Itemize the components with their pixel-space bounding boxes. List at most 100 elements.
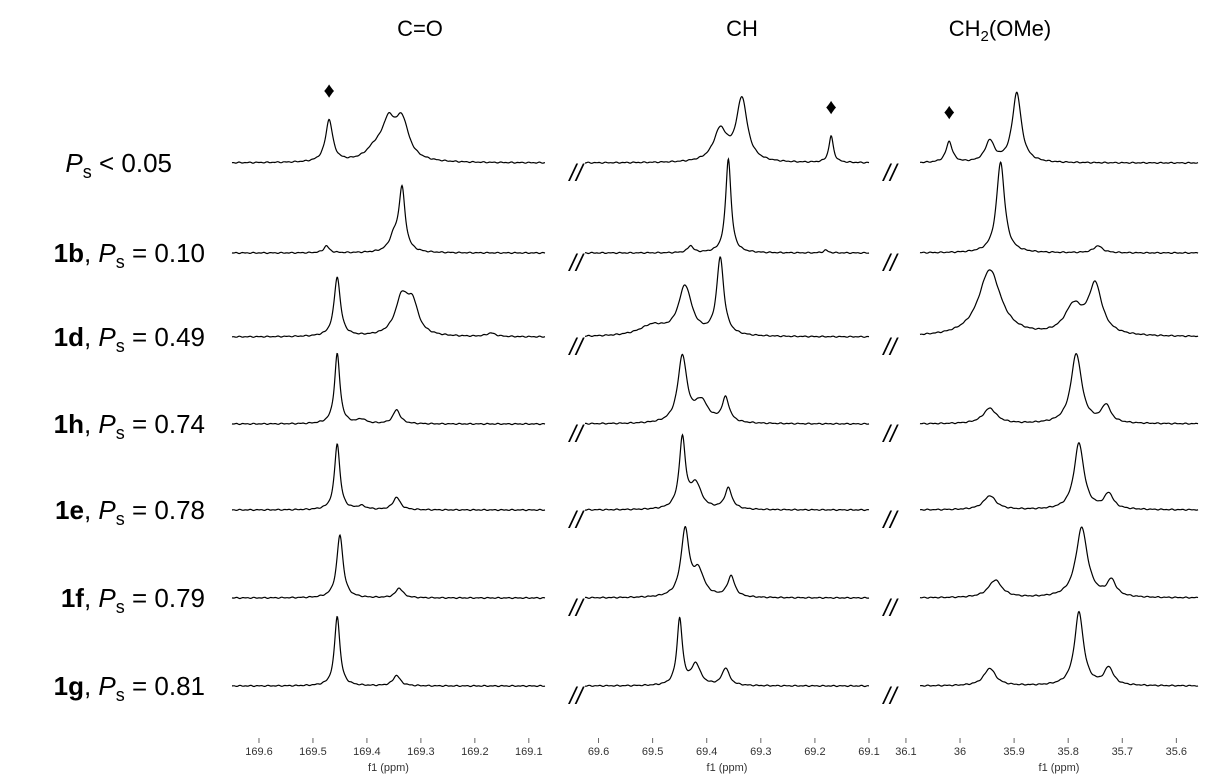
spectrum [919, 526, 1199, 599]
relation: = 0.78 [125, 495, 205, 525]
variable: P [98, 671, 116, 701]
subscript: s [83, 162, 92, 182]
panel-header: CH [726, 16, 758, 41]
x-tick-label: 169.2 [461, 746, 489, 758]
separator: , [84, 495, 98, 525]
x-tick-label: 169.1 [515, 746, 543, 758]
relation: < 0.05 [92, 148, 172, 178]
spectrum [585, 96, 870, 164]
spectrum [584, 616, 869, 688]
row-label: 1d, Ps = 0.49 [54, 322, 205, 356]
row-label: Ps < 0.05 [65, 148, 172, 182]
x-tick-label: 36.1 [895, 746, 916, 758]
x-tick-label: 69.2 [804, 746, 825, 758]
axis-break: // [881, 334, 899, 361]
row-label: 1f, Ps = 0.79 [61, 583, 205, 617]
header-part: 2 [981, 28, 989, 45]
axis-break: // [567, 250, 585, 277]
axis-break: // [881, 595, 899, 622]
spectrum [920, 442, 1199, 511]
spectrum [585, 256, 870, 338]
x-tick-label: 169.3 [407, 746, 435, 758]
x-tick-label: 36 [954, 746, 966, 758]
variable: P [98, 583, 116, 613]
row-label: 1g, Ps = 0.81 [54, 671, 205, 705]
axis-break: // [881, 421, 899, 448]
spectrum [232, 276, 546, 338]
axis-break: // [881, 683, 899, 710]
separator: , [84, 238, 98, 268]
spectrum [231, 352, 546, 426]
compound: 1f [61, 583, 84, 613]
x-tick-label: 69.6 [588, 746, 609, 758]
spectrum [231, 112, 545, 164]
compound: 1g [54, 671, 84, 701]
relation: = 0.74 [125, 409, 205, 439]
relation: = 0.79 [125, 583, 205, 613]
x-tick-label: 169.6 [245, 746, 273, 758]
axis-break: // [567, 507, 585, 534]
row-label: 1h, Ps = 0.74 [54, 409, 205, 443]
header-part: (OMe) [989, 16, 1051, 41]
axis-label: f1 (ppm) [707, 762, 748, 774]
spectrum [920, 610, 1199, 687]
axis-break: // [567, 683, 585, 710]
separator: , [84, 322, 98, 352]
x-tick-label: 69.4 [696, 746, 717, 758]
x-tick-label: 169.4 [353, 746, 381, 758]
x-tick-label: 69.5 [642, 746, 663, 758]
subscript: s [116, 336, 125, 356]
x-tick-label: 35.9 [1003, 746, 1024, 758]
x-tick-label: 69.3 [750, 746, 771, 758]
spectrum [919, 353, 1199, 425]
header-part: C=O [397, 16, 443, 41]
row-label: 1e, Ps = 0.78 [55, 495, 205, 529]
x-tick-label: 35.7 [1112, 746, 1133, 758]
variable: P [65, 148, 83, 178]
axis-break: // [567, 160, 585, 187]
variable: P [98, 238, 116, 268]
x-tick-label: 35.6 [1166, 746, 1187, 758]
peak-marker: ♦ [826, 94, 837, 119]
spectrum [584, 526, 870, 600]
subscript: s [116, 423, 125, 443]
axis-break: // [567, 595, 585, 622]
spectrum [920, 91, 1199, 165]
axis-label: f1 (ppm) [368, 762, 409, 774]
axis-label: f1 (ppm) [1039, 762, 1080, 774]
row-label: 1b, Ps = 0.10 [54, 238, 205, 272]
spectrum [585, 353, 870, 426]
separator: , [84, 671, 98, 701]
spectrum [231, 184, 546, 255]
axis-break: // [881, 507, 899, 534]
compound: 1d [54, 322, 84, 352]
variable: P [98, 322, 116, 352]
spectrum [919, 161, 1199, 254]
compound: 1b [54, 238, 84, 268]
relation: = 0.49 [125, 322, 205, 352]
axis-break: // [567, 334, 585, 361]
spectrum [232, 615, 546, 688]
compound: 1h [54, 409, 84, 439]
subscript: s [116, 252, 125, 272]
spectrum [232, 443, 546, 512]
separator: , [84, 583, 98, 613]
separator: , [84, 409, 98, 439]
spectrum [584, 433, 870, 512]
subscript: s [116, 597, 125, 617]
axis-break: // [881, 160, 899, 187]
header-part: CH [726, 16, 758, 41]
spectrum [231, 533, 546, 600]
subscript: s [116, 509, 125, 529]
axis-break: // [567, 421, 585, 448]
relation: = 0.81 [125, 671, 205, 701]
header-part: CH [949, 16, 981, 41]
axis-break: // [881, 250, 899, 277]
peak-marker: ♦ [324, 77, 335, 102]
subscript: s [116, 685, 125, 705]
peak-marker: ♦ [944, 99, 955, 124]
spectrum [919, 269, 1199, 338]
variable: P [98, 495, 116, 525]
panel-header: CH2(OMe) [949, 16, 1051, 45]
relation: = 0.10 [125, 238, 205, 268]
